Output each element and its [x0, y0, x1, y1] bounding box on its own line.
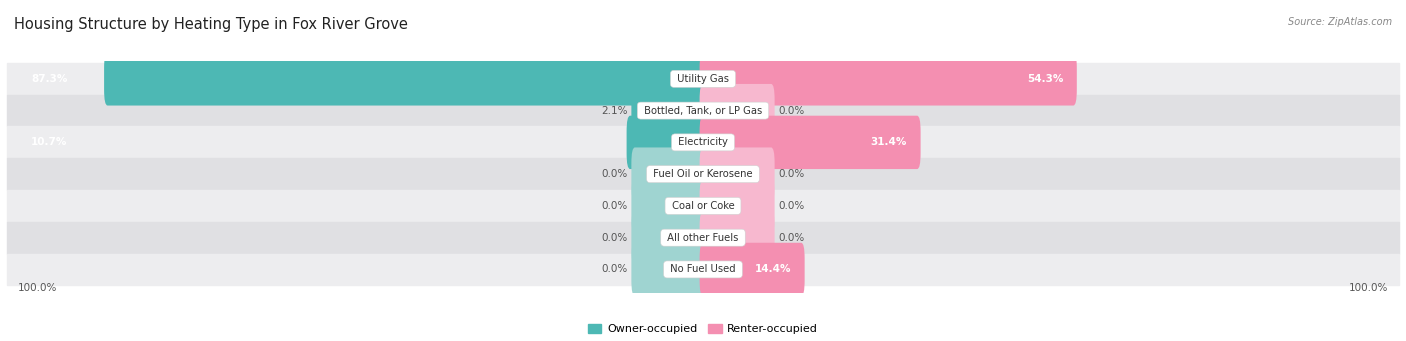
- FancyBboxPatch shape: [631, 84, 706, 137]
- Bar: [7, 254, 1399, 285]
- Bar: [7, 63, 1399, 95]
- Text: All other Fuels: All other Fuels: [664, 233, 742, 243]
- Text: 0.0%: 0.0%: [602, 264, 628, 275]
- Text: 0.0%: 0.0%: [778, 169, 804, 179]
- Text: 0.0%: 0.0%: [778, 201, 804, 211]
- Text: Coal or Coke: Coal or Coke: [669, 201, 737, 211]
- Text: 10.7%: 10.7%: [31, 137, 67, 147]
- Text: Source: ZipAtlas.com: Source: ZipAtlas.com: [1288, 17, 1392, 27]
- Text: Housing Structure by Heating Type in Fox River Grove: Housing Structure by Heating Type in Fox…: [14, 17, 408, 32]
- FancyBboxPatch shape: [631, 211, 706, 264]
- FancyBboxPatch shape: [700, 52, 1077, 105]
- Text: Utility Gas: Utility Gas: [673, 74, 733, 84]
- FancyBboxPatch shape: [627, 116, 706, 169]
- Text: 0.0%: 0.0%: [602, 201, 628, 211]
- Bar: [7, 190, 1399, 222]
- Bar: [7, 222, 1399, 254]
- Text: 54.3%: 54.3%: [1026, 74, 1063, 84]
- Text: 87.3%: 87.3%: [31, 74, 67, 84]
- FancyBboxPatch shape: [700, 243, 804, 296]
- FancyBboxPatch shape: [700, 179, 775, 233]
- FancyBboxPatch shape: [631, 243, 706, 296]
- Text: 100.0%: 100.0%: [17, 283, 56, 293]
- FancyBboxPatch shape: [700, 147, 775, 201]
- Bar: [7, 158, 1399, 190]
- Bar: [7, 95, 1399, 127]
- FancyBboxPatch shape: [631, 147, 706, 201]
- FancyBboxPatch shape: [700, 84, 775, 137]
- Text: 0.0%: 0.0%: [778, 233, 804, 243]
- Text: 100.0%: 100.0%: [1350, 283, 1389, 293]
- Text: 14.4%: 14.4%: [755, 264, 792, 275]
- Bar: [7, 127, 1399, 158]
- Legend: Owner-occupied, Renter-occupied: Owner-occupied, Renter-occupied: [583, 320, 823, 339]
- Text: 0.0%: 0.0%: [602, 233, 628, 243]
- Text: 0.0%: 0.0%: [602, 169, 628, 179]
- Text: Bottled, Tank, or LP Gas: Bottled, Tank, or LP Gas: [641, 106, 765, 116]
- FancyBboxPatch shape: [700, 116, 921, 169]
- Text: 0.0%: 0.0%: [778, 106, 804, 116]
- FancyBboxPatch shape: [631, 179, 706, 233]
- Text: 31.4%: 31.4%: [870, 137, 907, 147]
- FancyBboxPatch shape: [104, 52, 706, 105]
- Text: No Fuel Used: No Fuel Used: [666, 264, 740, 275]
- Text: Fuel Oil or Kerosene: Fuel Oil or Kerosene: [650, 169, 756, 179]
- Text: Electricity: Electricity: [675, 137, 731, 147]
- Text: 2.1%: 2.1%: [602, 106, 628, 116]
- FancyBboxPatch shape: [700, 211, 775, 264]
